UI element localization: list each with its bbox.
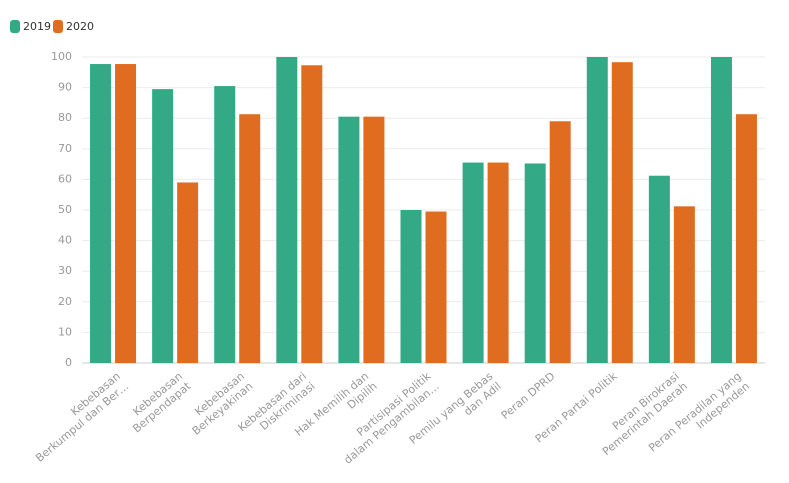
bar — [710, 57, 732, 363]
bar — [239, 114, 261, 363]
y-tick-label: 20 — [58, 295, 72, 308]
x-tick-label: Berkumpul dan Ber… — [33, 380, 131, 465]
y-tick-label: 70 — [58, 142, 72, 155]
bar — [524, 163, 546, 363]
bar — [152, 89, 174, 363]
bar — [425, 211, 447, 363]
bar — [586, 57, 608, 363]
x-tick-label: Peran DPRD — [499, 370, 558, 422]
bar — [338, 116, 360, 363]
bar — [276, 57, 298, 363]
bar — [462, 162, 484, 363]
bar — [214, 86, 236, 363]
bar — [611, 62, 633, 364]
y-tick-label: 60 — [58, 172, 72, 185]
bar — [115, 64, 137, 364]
legend-label: 2020 — [66, 20, 94, 33]
legend-label: 2019 — [23, 20, 51, 33]
bar — [90, 64, 112, 364]
y-tick-label: 0 — [65, 356, 72, 369]
legend-swatch — [10, 20, 20, 33]
bar — [648, 175, 670, 363]
y-tick-label: 30 — [58, 264, 72, 277]
y-tick-label: 40 — [58, 234, 72, 247]
bar — [673, 206, 695, 363]
y-tick-label: 80 — [58, 111, 72, 124]
y-tick-label: 100 — [51, 50, 72, 63]
x-tick-label-group: Peran DPRD — [499, 370, 558, 422]
y-tick-label: 10 — [58, 325, 72, 338]
bar — [177, 182, 199, 363]
bar — [301, 65, 323, 364]
bar — [363, 116, 385, 363]
y-tick-label: 50 — [58, 203, 72, 216]
bar — [400, 210, 422, 363]
bar — [735, 114, 757, 363]
bar — [549, 121, 571, 363]
legend-swatch — [53, 20, 63, 33]
bar — [487, 162, 509, 363]
y-tick-label: 90 — [58, 81, 72, 94]
